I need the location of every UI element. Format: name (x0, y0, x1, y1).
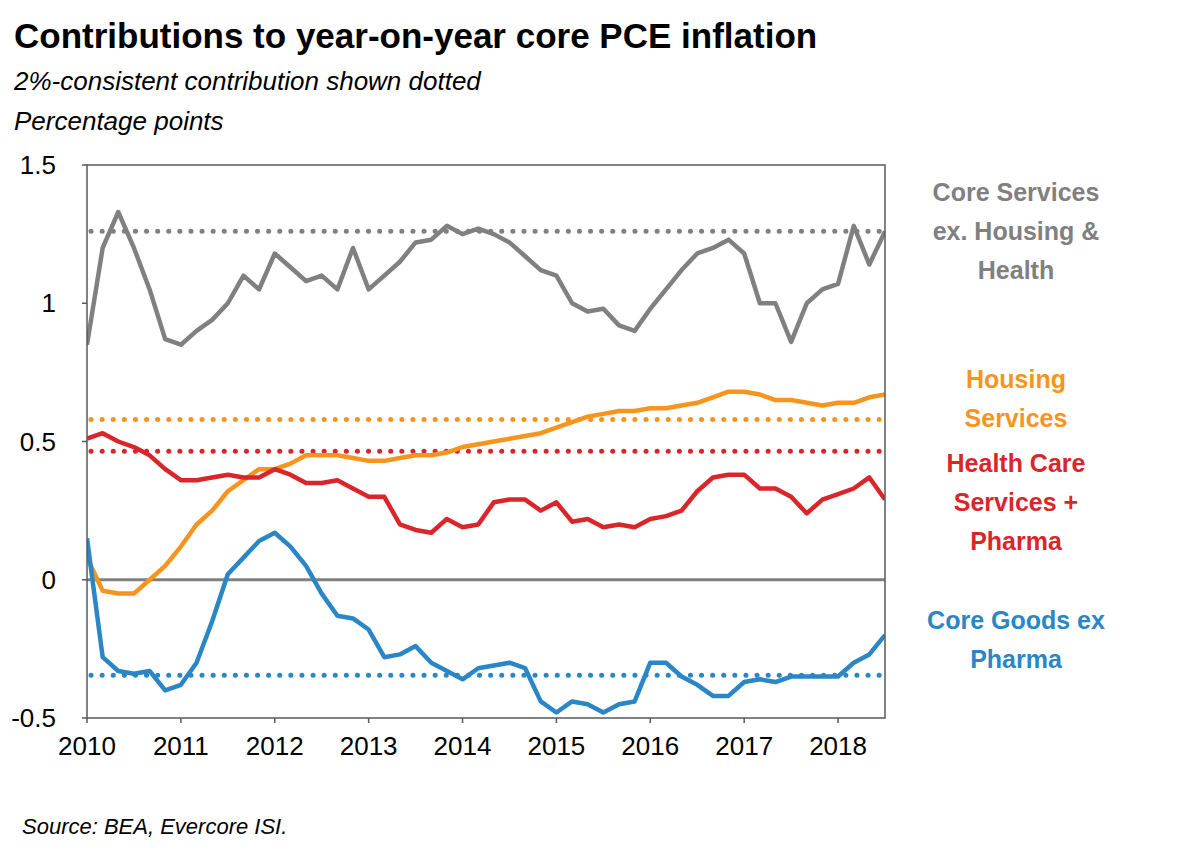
y-axis-label: Percentage points (14, 106, 224, 136)
title: Contributions to year-on-year core PCE i… (14, 16, 817, 55)
x-tick-label: 2012 (246, 731, 304, 761)
x-tick-label: 2013 (340, 731, 398, 761)
subtitle: 2%-consistent contribution shown dotted (13, 66, 482, 96)
x-tick-label: 2015 (527, 731, 585, 761)
series-label-line: Services (965, 404, 1068, 432)
series-label: Housing Services (965, 365, 1068, 432)
plot-marks (87, 212, 885, 712)
x-tick-label: 2016 (621, 731, 679, 761)
series-line (87, 533, 885, 713)
target-line (91, 449, 885, 454)
series-label: Core Services ex. Housing & Health (933, 178, 1100, 284)
y-tick-label: -0.5 (11, 703, 56, 733)
series-line (87, 433, 885, 533)
y-tick-label: 1 (42, 288, 56, 318)
plot-frame (87, 165, 885, 718)
y-tick-label: 0.5 (20, 427, 56, 457)
series-label-line: Pharma (970, 527, 1063, 555)
zero-line (87, 578, 885, 581)
series-label: Core Goods ex Pharma (927, 606, 1105, 673)
series-label-line: Services + (954, 488, 1078, 516)
x-tick-label: 2014 (434, 731, 492, 761)
series-label-line: Housing (966, 365, 1066, 393)
source: Source: BEA, Evercore ISI. (22, 814, 287, 839)
series-label-line: Health (978, 256, 1054, 284)
series-label-line: Pharma (970, 645, 1063, 673)
series-label-line: Health Care (947, 449, 1086, 477)
x-tick-label: 2017 (715, 731, 773, 761)
target-line (91, 673, 885, 678)
y-tick-label: 1.5 (20, 150, 56, 180)
y-tick-label: 0 (42, 565, 56, 595)
x-tick-label: 2011 (153, 731, 209, 761)
chart: Contributions to year-on-year core PCE i… (0, 0, 1200, 862)
x-tick-label: 2018 (809, 731, 867, 761)
series-label-line: Core Services (933, 178, 1100, 206)
series-line (87, 212, 885, 345)
series-line (87, 392, 885, 594)
target-line (91, 417, 885, 422)
series-label: Health Care Services + Pharma (947, 449, 1086, 555)
x-tick-label: 2010 (58, 731, 116, 761)
series-label-line: Core Goods ex (927, 606, 1105, 634)
series-label-line: ex. Housing & (933, 217, 1100, 245)
